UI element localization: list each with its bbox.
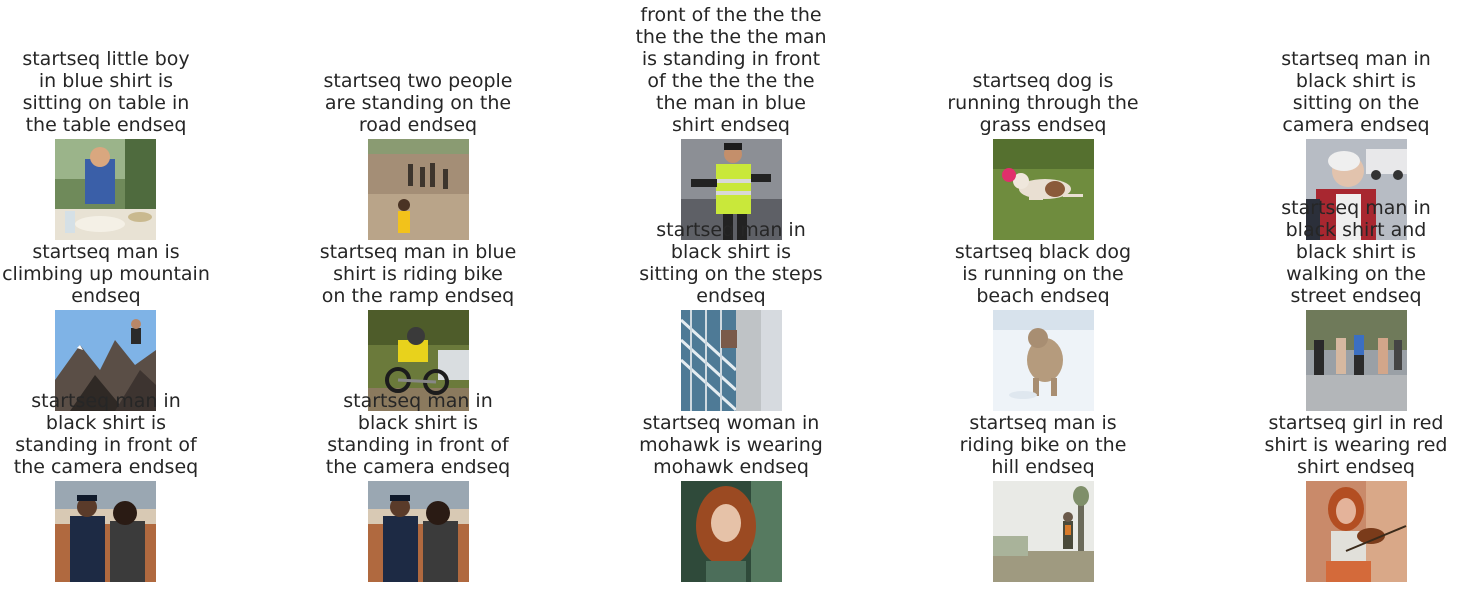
- caption-text: startseq dog is running through the gras…: [947, 70, 1139, 136]
- police-officer-and-woman-photo: [55, 481, 156, 582]
- hiker-in-fog-photo: [993, 481, 1094, 582]
- man-on-mountain-peak-photo: [55, 310, 156, 411]
- girl-playing-violin-photo: [1306, 481, 1407, 582]
- elderly-man-street-photo: [1306, 139, 1407, 240]
- dog-in-snow-photo: [993, 310, 1094, 411]
- caption-text: startseq man in black shirt is standing …: [13, 390, 199, 478]
- man-in-safety-vest-photo: [681, 139, 782, 240]
- motocross-rider-photo: [368, 310, 469, 411]
- caption-text: startseq man is riding bike on the hill …: [959, 412, 1127, 478]
- caption-text: startseq man in black shirt is sitting o…: [639, 219, 823, 307]
- caption-text: startseq black dog is running on the bea…: [954, 241, 1132, 307]
- caption-text: startseq man in black shirt and black sh…: [1281, 197, 1431, 307]
- caption-text: startseq man in black shirt is standing …: [325, 390, 511, 478]
- police-officer-and-woman-photo: [368, 481, 469, 582]
- children-on-dirt-road-photo: [368, 139, 469, 240]
- caption-text: startseq man in blue shirt is riding bik…: [319, 241, 517, 307]
- caption-text: startseq man is climbing up mountain end…: [2, 241, 210, 307]
- caption-text: startseq man in black shirt is sitting o…: [1281, 48, 1431, 136]
- people-walking-street-photo: [1306, 310, 1407, 411]
- building-facade-photo: [681, 310, 782, 411]
- caption-text: startseq two people are standing on the …: [323, 70, 513, 136]
- caption-text: startseq little boy in blue shirt is sit…: [22, 48, 190, 136]
- woman-with-red-hair-photo: [681, 481, 782, 582]
- caption-text: startseq woman in mohawk is wearing moha…: [639, 412, 823, 478]
- boy-at-table-photo: [55, 139, 156, 240]
- caption-text: startseq girl in red shirt is wearing re…: [1264, 412, 1448, 478]
- dog-running-on-grass-photo: [993, 139, 1094, 240]
- caption-text: front of the the the the the the the man…: [635, 4, 827, 136]
